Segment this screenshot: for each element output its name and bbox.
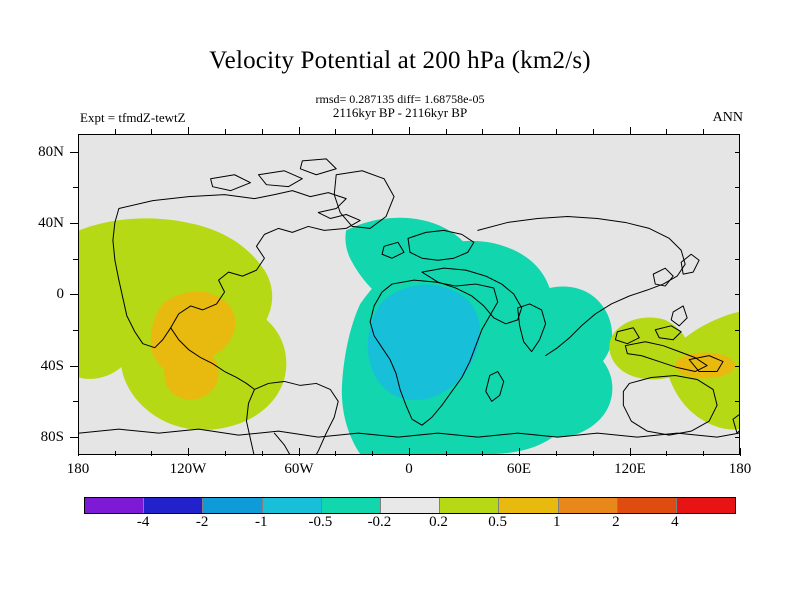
colorbar-tick-labels: -4 -2 -1 -0.5 -0.2 0.2 0.5 1 2 4 [84, 514, 734, 536]
colorbar-band-9 [616, 498, 676, 513]
colorbar-band-2 [202, 498, 262, 513]
region-north-pacific-positive-lobe [79, 284, 138, 379]
colorbar [84, 497, 736, 514]
y-tick-label: 40N [38, 215, 64, 231]
x-tick-label: 180 [66, 461, 90, 477]
figure-title: Velocity Potential at 200 hPa (km2/s) [209, 47, 591, 74]
colorbar-tick-label: 0.2 [429, 514, 448, 530]
region-gulf-guinea-core [367, 284, 481, 401]
colorbar-tick-label: -1 [255, 514, 268, 530]
colorbar-tick-label: 4 [671, 514, 679, 530]
map-plot-area [78, 134, 740, 455]
colorbar-tick-label: -0.5 [308, 514, 333, 530]
colorbar-band-7 [498, 498, 558, 513]
colorbar-tick-label: 1 [552, 514, 561, 530]
x-tick-label: 120E [614, 461, 646, 477]
y-tick-label: 0 [56, 286, 65, 302]
colorbar-tick-label: -2 [195, 514, 209, 530]
contour-fill-layer [79, 217, 739, 454]
colorbar-band-0 [85, 498, 144, 513]
colorbar-band-6 [439, 498, 499, 513]
colorbar-band-5 [379, 498, 440, 513]
colorbar-band-10 [675, 498, 736, 513]
y-tick-label: 80N [38, 144, 64, 160]
season-label: ANN [712, 110, 743, 125]
x-tick-label: 180 [728, 461, 752, 477]
experiment-label: Expt = tfmdZ-tewtZ [80, 110, 186, 125]
colorbar-tick-label: -0.2 [367, 514, 392, 530]
colorbar-band-1 [143, 498, 203, 513]
coastline-layer [79, 158, 739, 454]
y-tick-label: 40S [40, 358, 64, 374]
colorbar-band-4 [320, 498, 380, 513]
x-tick-label: 60E [506, 461, 532, 477]
colorbar-band-8 [557, 498, 617, 513]
y-tick-label: 80S [40, 429, 64, 445]
region-maritime-continent-positive [609, 311, 739, 430]
x-tick-label: 0 [405, 461, 413, 477]
colorbar-tick-label: 2 [612, 514, 620, 530]
rmsd-annotation: rmsd= 0.287135 diff= 1.68758e-05 [315, 92, 485, 106]
colorbar-tick-label: -4 [136, 514, 150, 530]
region-indian-ocean-negative [511, 343, 613, 438]
colorbar-band-3 [261, 498, 321, 513]
period-annotation: 2116kyr BP - 2116kyr BP [332, 105, 468, 120]
colorbar-tick-label: 0.5 [488, 514, 507, 530]
x-tick-label: 60W [284, 461, 314, 477]
region-east-pacific-core [150, 291, 236, 400]
x-tick-label: 120W [169, 461, 207, 477]
